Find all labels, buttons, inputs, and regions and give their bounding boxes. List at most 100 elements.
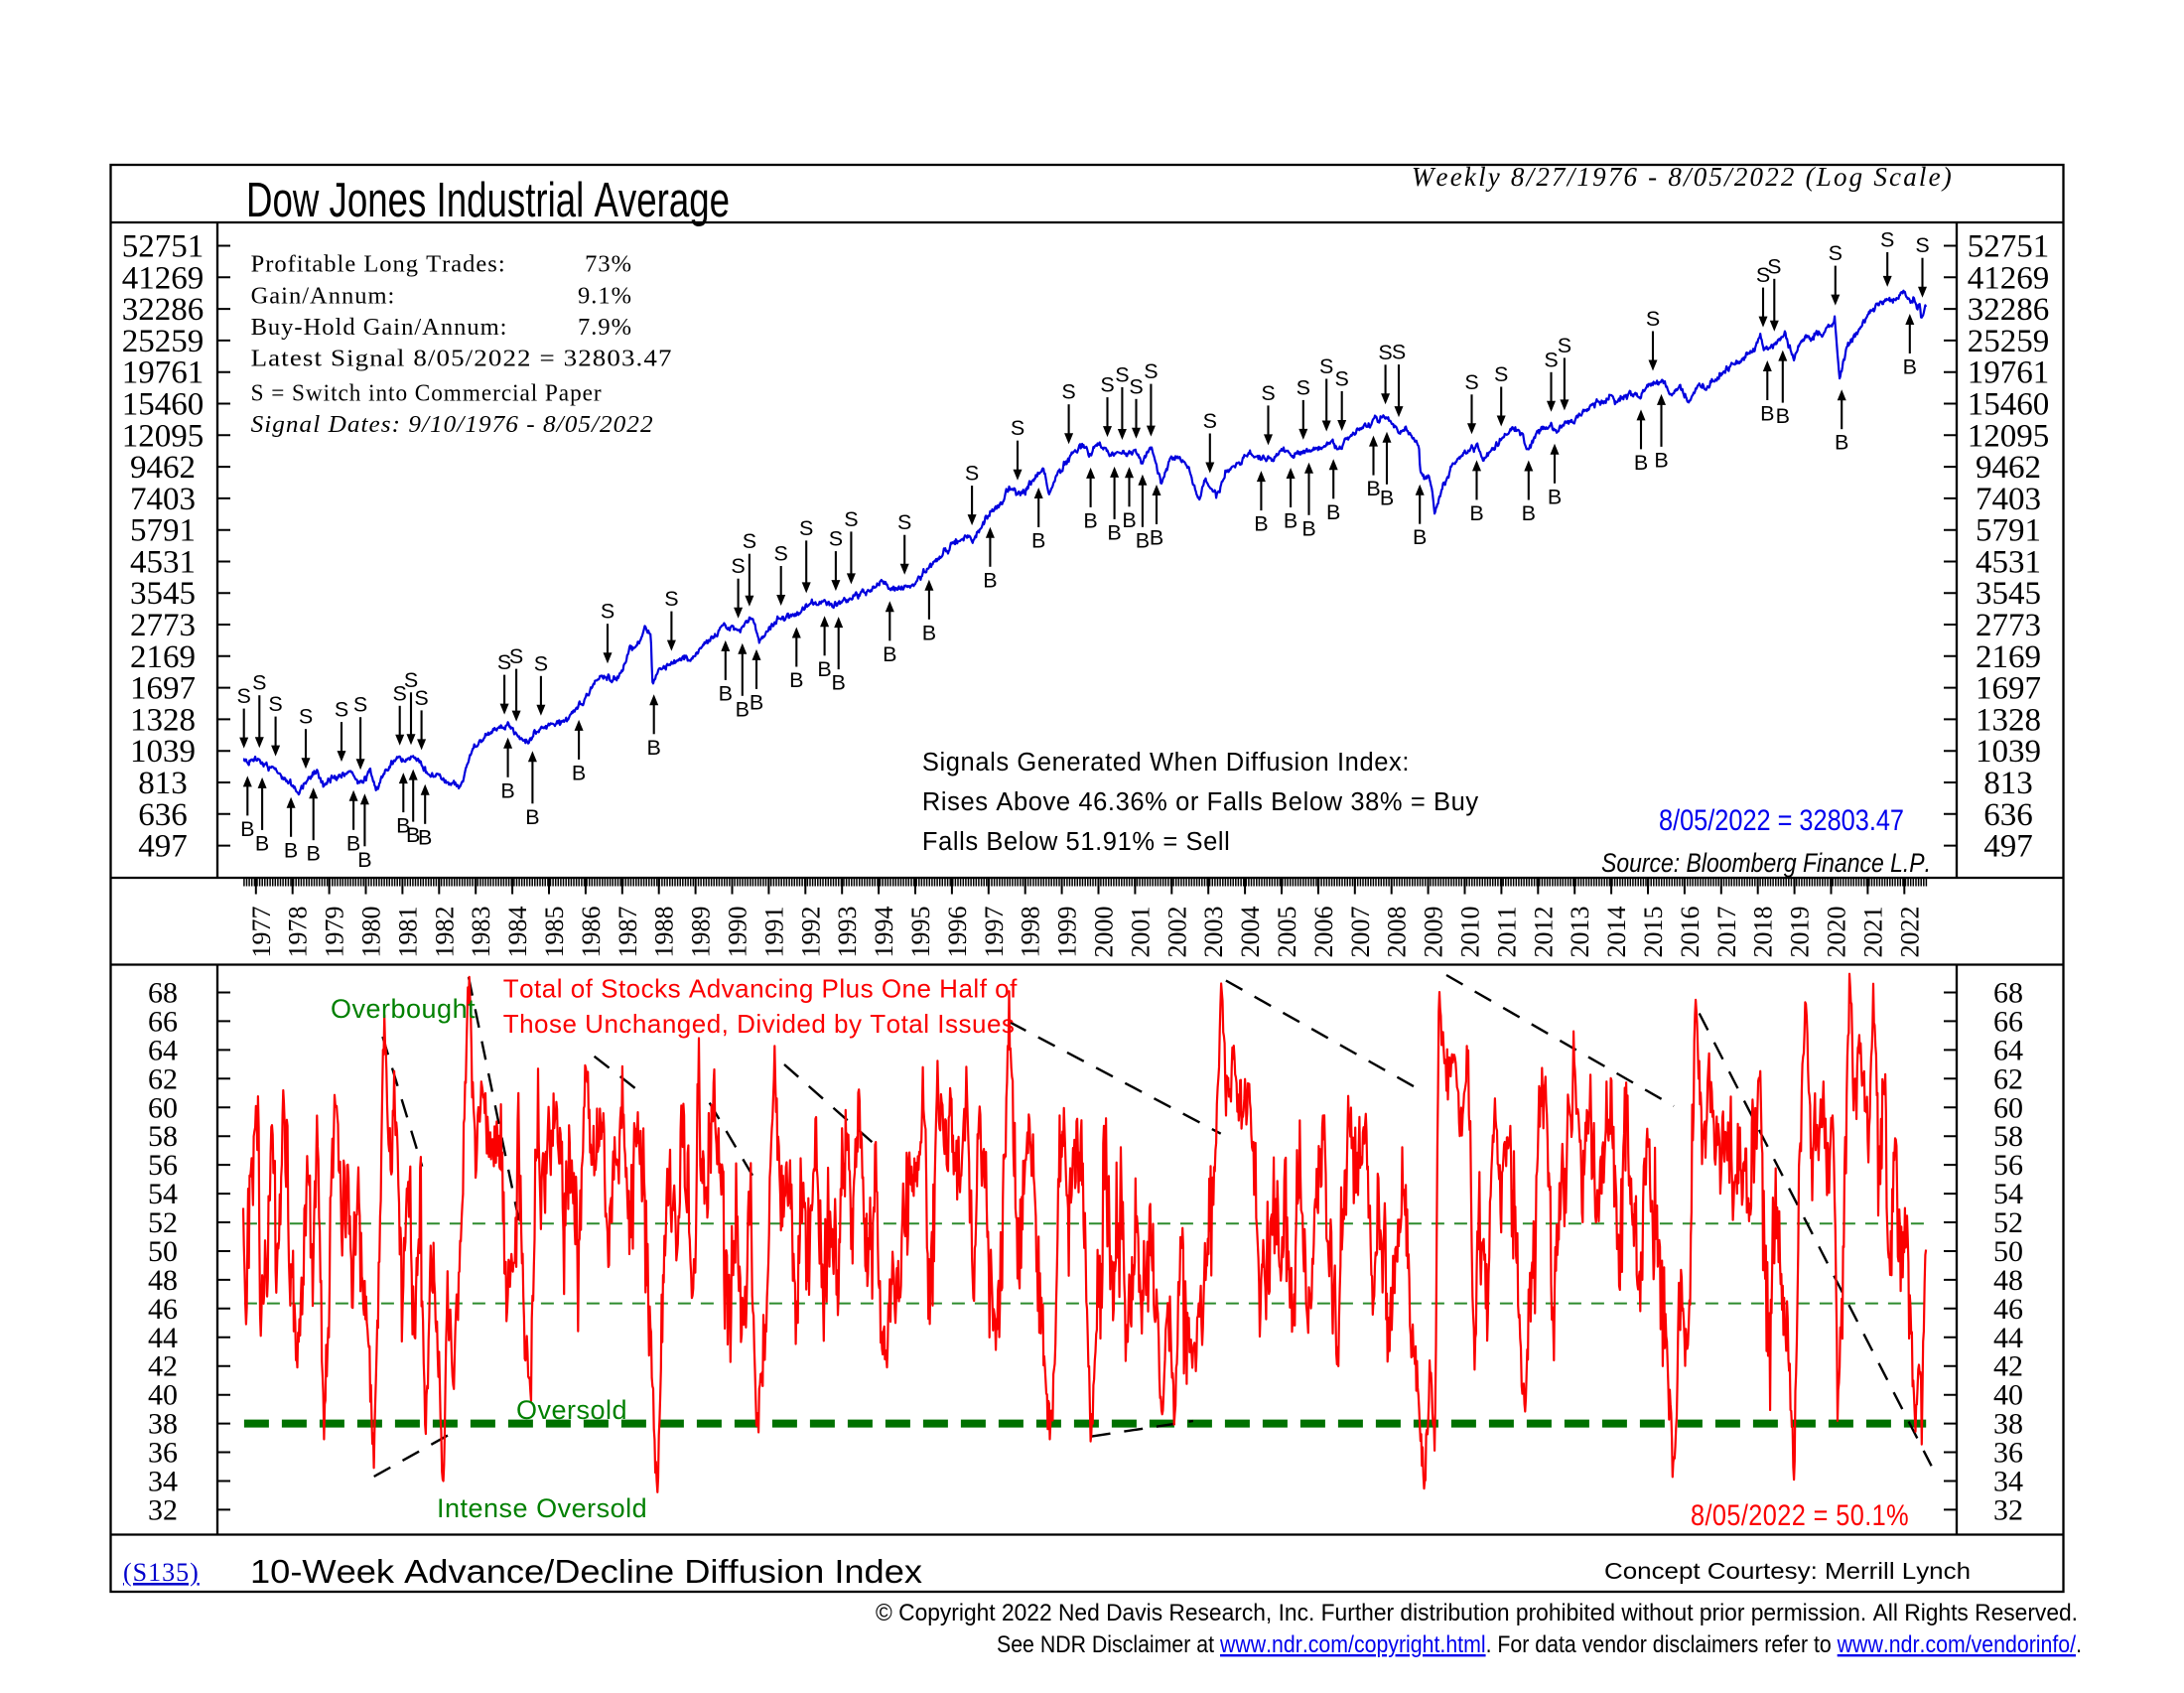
svg-text:S: S <box>237 684 251 708</box>
svg-text:497: 497 <box>1983 829 2033 865</box>
svg-text:8/05/2022 = 32803.47: 8/05/2022 = 32803.47 <box>1659 804 1904 837</box>
svg-text:B: B <box>1150 526 1163 550</box>
svg-text:S: S <box>335 698 348 722</box>
svg-text:2001: 2001 <box>1126 907 1155 958</box>
svg-text:B: B <box>883 642 896 666</box>
svg-text:Profitable Long Trades:: Profitable Long Trades: <box>251 251 506 278</box>
svg-text:B: B <box>1031 529 1045 553</box>
svg-text:38: 38 <box>148 1408 178 1441</box>
svg-text:S: S <box>1203 409 1217 433</box>
svg-text:B: B <box>240 817 254 841</box>
svg-text:2014: 2014 <box>1602 907 1631 958</box>
svg-text:12095: 12095 <box>122 418 205 454</box>
svg-text:19761: 19761 <box>1968 355 2050 391</box>
svg-text:S: S <box>1261 381 1275 405</box>
svg-text:S: S <box>1494 362 1508 386</box>
svg-text:B: B <box>1903 355 1917 379</box>
svg-text:1984: 1984 <box>503 907 532 958</box>
svg-text:S: S <box>1646 307 1660 331</box>
svg-text:2773: 2773 <box>1976 608 2041 643</box>
svg-text:S: S <box>965 462 979 486</box>
svg-text:48: 48 <box>148 1264 178 1297</box>
svg-text:S: S <box>1129 374 1143 398</box>
svg-text:66: 66 <box>1993 1005 2023 1038</box>
svg-text:1993: 1993 <box>833 907 862 958</box>
svg-text:2012: 2012 <box>1529 907 1558 958</box>
svg-text:60: 60 <box>1993 1091 2023 1124</box>
svg-text:B: B <box>418 825 432 849</box>
svg-text:32: 32 <box>1993 1493 2023 1526</box>
svg-text:S: S <box>1335 367 1349 391</box>
svg-text:B: B <box>789 668 803 692</box>
svg-text:40: 40 <box>148 1379 178 1412</box>
svg-text:62: 62 <box>1993 1062 2023 1095</box>
svg-text:5791: 5791 <box>1976 513 2041 549</box>
svg-text:1981: 1981 <box>393 907 422 958</box>
svg-text:S: S <box>844 507 858 531</box>
svg-text:S: S <box>299 705 313 729</box>
svg-text:60: 60 <box>148 1091 178 1124</box>
svg-text:56: 56 <box>148 1149 178 1182</box>
svg-text:Signal Dates: 9/10/1976 - 8/05: Signal Dates: 9/10/1976 - 8/05/2022 <box>251 411 654 438</box>
svg-text:44: 44 <box>148 1322 178 1354</box>
svg-text:Signals Generated When Diffusi: Signals Generated When Diffusion Index: <box>922 749 1410 776</box>
svg-text:S: S <box>1319 354 1333 378</box>
svg-text:B: B <box>255 831 269 855</box>
svg-text:41269: 41269 <box>1968 260 2050 296</box>
svg-text:52: 52 <box>1993 1206 2023 1239</box>
svg-text:2005: 2005 <box>1273 907 1301 958</box>
svg-text:B: B <box>1136 528 1150 552</box>
svg-text:B: B <box>1654 448 1668 472</box>
svg-text:S: S <box>414 686 428 710</box>
svg-text:S: S <box>829 527 843 551</box>
svg-text:497: 497 <box>138 829 188 865</box>
svg-text:2013: 2013 <box>1566 907 1594 958</box>
svg-text:38: 38 <box>1993 1408 2023 1441</box>
svg-text:Total of Stocks Advancing Plus: Total of Stocks Advancing Plus One Half … <box>503 974 1018 1004</box>
svg-text:Concept Courtesy: Merrill Lync: Concept Courtesy: Merrill Lynch <box>1604 1558 1971 1584</box>
svg-text:B: B <box>1548 485 1562 508</box>
svg-text:52: 52 <box>148 1206 178 1239</box>
svg-text:B: B <box>572 761 586 784</box>
svg-text:1999: 1999 <box>1053 907 1082 958</box>
svg-text:See NDR Disclaimer at www.ndr.: See NDR Disclaimer at www.ndr.com/copyri… <box>997 1631 2082 1658</box>
svg-text:1996: 1996 <box>943 907 972 958</box>
svg-text:B: B <box>1254 512 1268 536</box>
svg-text:B: B <box>647 736 661 760</box>
svg-text:64: 64 <box>148 1034 178 1066</box>
svg-text:2016: 2016 <box>1676 907 1705 958</box>
svg-text:S: S <box>1144 359 1158 383</box>
svg-text:50: 50 <box>148 1235 178 1268</box>
svg-text:Overbought: Overbought <box>331 994 476 1024</box>
svg-text:B: B <box>922 621 936 644</box>
svg-text:9.1%: 9.1% <box>578 282 632 309</box>
svg-text:B: B <box>1634 451 1648 475</box>
svg-text:1697: 1697 <box>1976 671 2041 707</box>
svg-text:56: 56 <box>1993 1149 2023 1182</box>
svg-text:(S135): (S135) <box>123 1558 200 1587</box>
svg-text:Gain/Annum:: Gain/Annum: <box>251 282 396 309</box>
svg-text:2169: 2169 <box>1976 639 2041 675</box>
svg-text:S: S <box>774 542 788 566</box>
svg-text:2003: 2003 <box>1199 907 1228 958</box>
svg-text:1990: 1990 <box>724 907 752 958</box>
svg-text:1979: 1979 <box>321 907 349 958</box>
svg-text:52751: 52751 <box>1968 229 2050 265</box>
svg-text:S: S <box>1061 380 1075 404</box>
svg-text:36: 36 <box>148 1437 178 1470</box>
svg-text:15460: 15460 <box>122 387 205 423</box>
svg-text:Latest Signal 8/05/2022 = 3280: Latest Signal 8/05/2022 = 32803.47 <box>251 346 673 372</box>
svg-text:1988: 1988 <box>650 907 679 958</box>
svg-text:34: 34 <box>1993 1466 2023 1498</box>
svg-text:S: S <box>404 668 418 692</box>
svg-text:58: 58 <box>1993 1120 2023 1153</box>
svg-text:S: S <box>731 554 745 578</box>
svg-text:1994: 1994 <box>870 907 898 958</box>
svg-text:S: S <box>509 644 523 668</box>
svg-text:Rises Above 46.36% or Falls Be: Rises Above 46.36% or Falls Below 38% = … <box>922 788 1479 816</box>
svg-text:S: S <box>1880 228 1894 252</box>
svg-text:Those Unchanged, Divided by To: Those Unchanged, Divided by Total Issues <box>503 1009 1016 1039</box>
svg-text:636: 636 <box>138 797 188 833</box>
svg-text:9462: 9462 <box>1976 450 2041 486</box>
svg-text:S: S <box>743 529 756 553</box>
